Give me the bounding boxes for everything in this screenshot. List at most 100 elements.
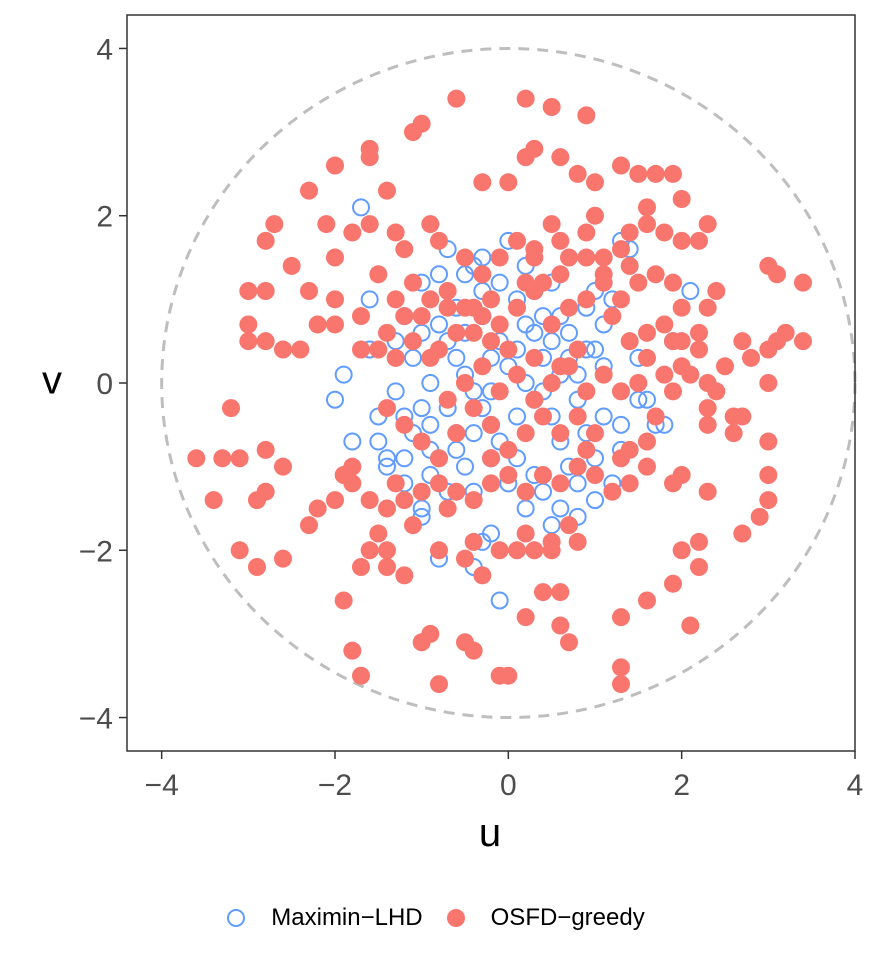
data-point	[664, 164, 682, 183]
data-point	[551, 424, 570, 443]
data-point	[534, 273, 552, 292]
data-point	[343, 474, 362, 493]
data-point	[334, 365, 353, 384]
data-point	[430, 449, 448, 468]
data-point	[386, 223, 405, 242]
y-tick-label: −2	[79, 535, 113, 568]
data-point	[482, 449, 500, 468]
data-point	[724, 424, 743, 443]
data-point	[473, 265, 492, 284]
data-point	[256, 332, 275, 351]
data-point	[482, 290, 500, 309]
data-point	[239, 332, 258, 351]
data-point	[646, 407, 665, 426]
data-point	[464, 323, 483, 342]
y-axis-title: v	[42, 359, 62, 403]
data-point	[672, 541, 691, 560]
data-point	[421, 290, 440, 309]
data-point	[594, 265, 613, 284]
data-point	[542, 374, 561, 392]
data-point	[638, 215, 656, 234]
data-point	[456, 374, 474, 392]
data-point	[664, 382, 682, 401]
data-point	[404, 332, 422, 351]
data-point	[681, 282, 700, 300]
data-point	[430, 474, 448, 493]
data-point	[395, 566, 414, 585]
data-point	[334, 591, 353, 610]
data-point	[378, 541, 396, 560]
data-point	[620, 332, 639, 351]
data-point	[655, 365, 674, 384]
data-point	[690, 340, 708, 359]
data-point	[560, 633, 578, 652]
data-point	[768, 265, 786, 284]
data-point	[690, 231, 708, 250]
data-point	[213, 449, 232, 468]
data-point	[395, 491, 414, 510]
x-tick-label: 0	[500, 769, 517, 802]
data-point	[378, 181, 396, 200]
data-point	[516, 482, 535, 501]
data-point	[360, 290, 379, 309]
data-point	[291, 340, 310, 359]
data-point	[560, 516, 578, 535]
data-point	[612, 449, 630, 468]
data-point	[369, 432, 388, 451]
data-point	[750, 507, 769, 526]
data-point	[343, 223, 362, 242]
data-point	[499, 466, 518, 484]
data-point	[664, 273, 682, 292]
data-point	[551, 499, 570, 518]
data-point	[369, 340, 388, 359]
legend-item-maximin-lhd: Maximin−LHD	[227, 904, 423, 932]
data-point	[759, 491, 778, 510]
data-point	[551, 616, 570, 635]
data-point	[230, 449, 249, 468]
x-tick-label: 2	[673, 769, 690, 802]
data-point	[568, 340, 587, 359]
y-tick-label: −4	[79, 703, 113, 736]
data-point	[438, 282, 457, 300]
data-point	[438, 298, 457, 317]
data-point	[456, 633, 474, 652]
data-point	[274, 457, 292, 476]
data-point	[516, 89, 535, 108]
data-point	[638, 591, 656, 610]
data-point	[759, 374, 778, 392]
data-point	[274, 549, 292, 568]
data-point	[421, 215, 440, 234]
data-point	[586, 491, 604, 510]
data-point	[794, 273, 812, 292]
data-point	[464, 399, 483, 418]
data-point	[499, 173, 518, 192]
data-point	[646, 265, 665, 284]
data-point	[256, 440, 275, 459]
data-point	[698, 482, 717, 501]
y-tick-label: 2	[96, 201, 113, 234]
data-point	[638, 323, 656, 342]
data-point	[629, 164, 648, 183]
data-point	[447, 440, 466, 459]
data-point	[603, 307, 622, 326]
data-point	[404, 516, 422, 535]
data-point	[612, 658, 630, 677]
data-point	[560, 298, 578, 317]
data-point	[568, 457, 587, 476]
legend-label-maximin-lhd: Maximin−LHD	[271, 904, 423, 931]
data-point	[490, 382, 509, 401]
data-point	[542, 516, 561, 535]
data-point	[707, 282, 726, 300]
data-point	[568, 532, 587, 551]
data-point	[464, 298, 483, 317]
data-point	[447, 348, 466, 367]
data-point	[430, 675, 448, 694]
data-point	[794, 332, 812, 351]
data-point	[412, 432, 431, 451]
data-point	[525, 248, 544, 267]
data-point	[464, 532, 483, 551]
data-point	[577, 248, 596, 267]
data-point	[326, 290, 344, 309]
data-point	[629, 374, 648, 392]
data-point	[603, 482, 622, 501]
